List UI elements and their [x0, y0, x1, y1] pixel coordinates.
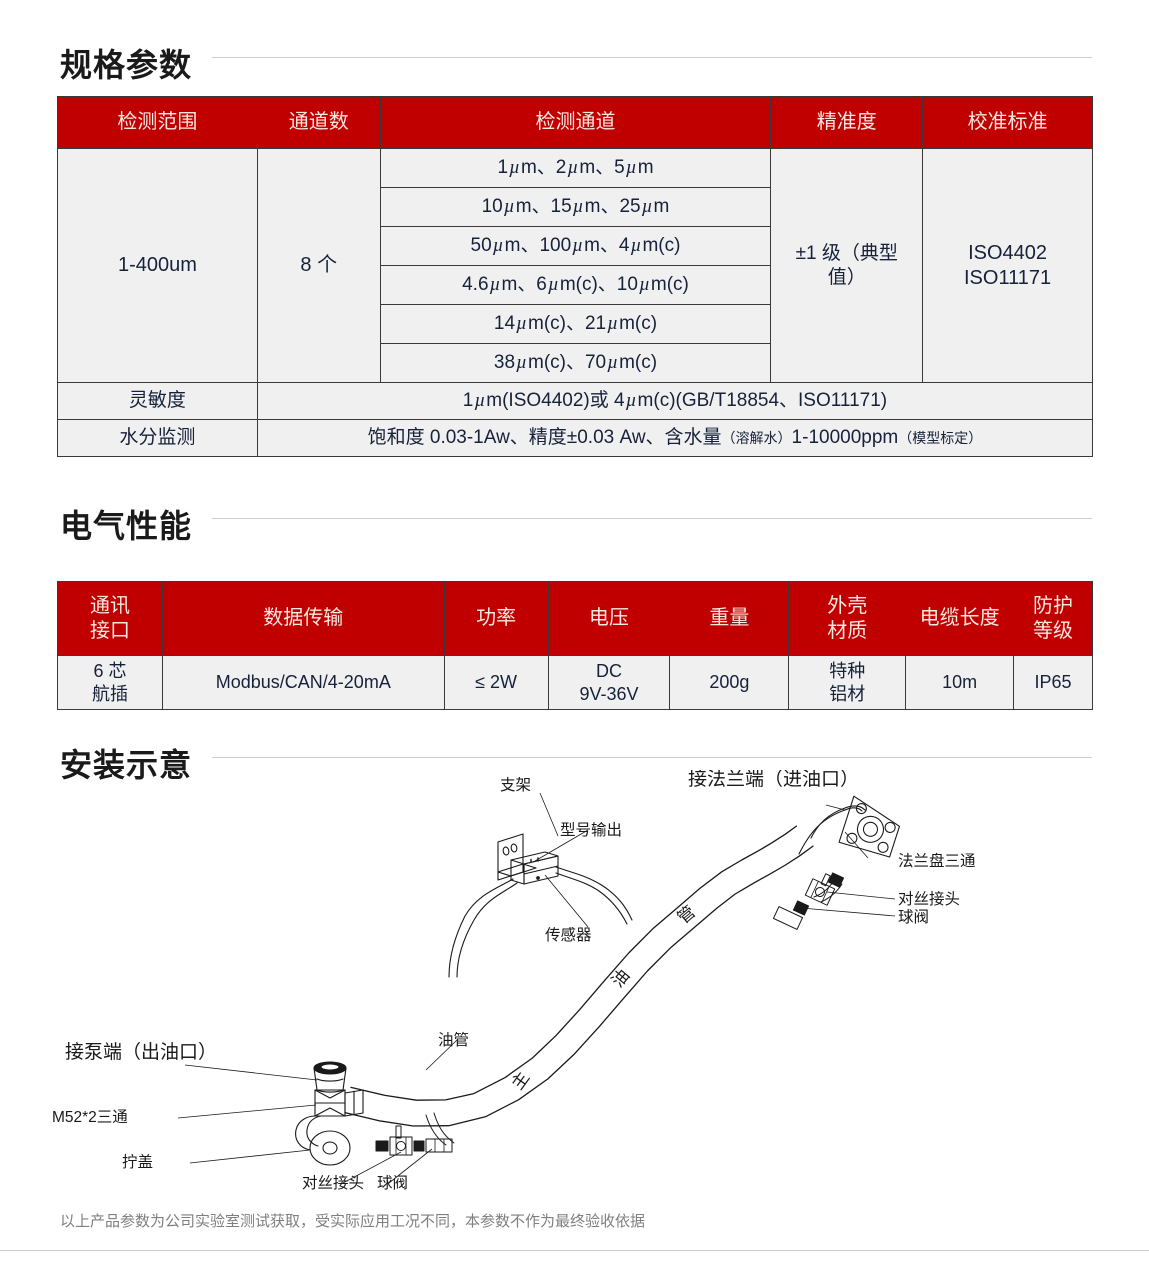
svg-text:拧盖: 拧盖 — [122, 1153, 153, 1171]
svg-text:传感器: 传感器 — [545, 926, 592, 944]
svg-text:管: 管 — [674, 902, 699, 927]
svg-text:球阀: 球阀 — [898, 908, 929, 926]
svg-text:型号输出: 型号输出 — [560, 821, 622, 839]
svg-text:M52*2三通: M52*2三通 — [52, 1108, 128, 1126]
svg-text:接法兰端（进油口）: 接法兰端（进油口） — [688, 770, 859, 790]
svg-text:油: 油 — [608, 966, 633, 991]
svg-text:球阀: 球阀 — [377, 1174, 408, 1192]
svg-text:对丝接头: 对丝接头 — [898, 890, 960, 908]
svg-text:油管: 油管 — [438, 1031, 469, 1049]
svg-text:法兰盘三通: 法兰盘三通 — [898, 851, 976, 870]
svg-text:接泵端（出油口）: 接泵端（出油口） — [65, 1041, 217, 1063]
svg-text:支架: 支架 — [500, 776, 531, 794]
svg-text:主: 主 — [508, 1068, 533, 1093]
svg-text:对丝接头: 对丝接头 — [302, 1174, 364, 1192]
